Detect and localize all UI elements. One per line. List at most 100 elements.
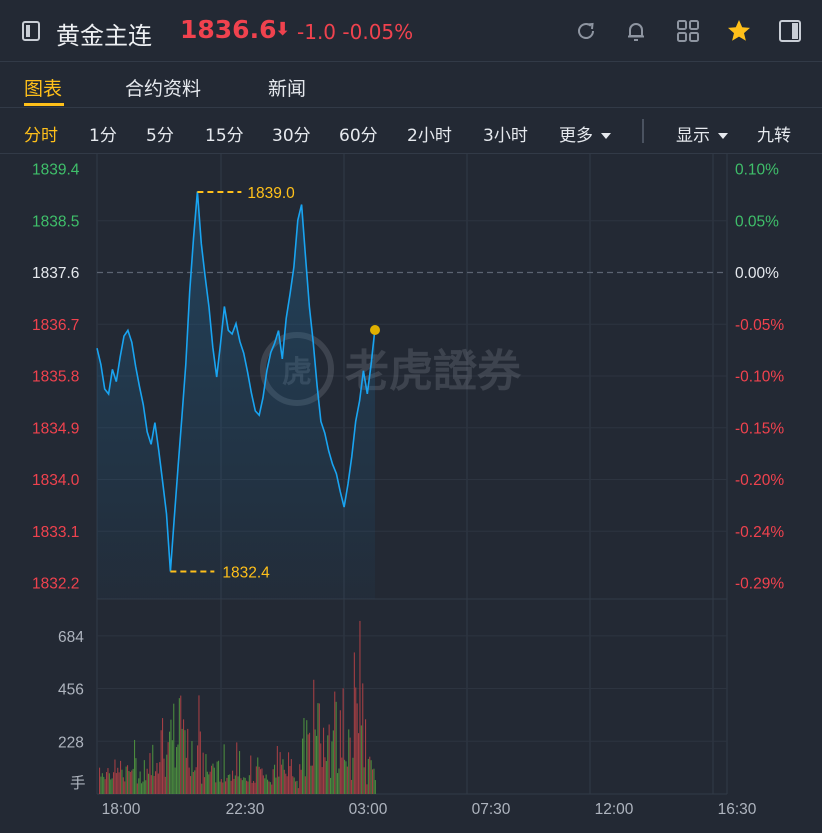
volume-bar	[169, 731, 171, 794]
last-price-dot	[370, 325, 380, 335]
volume-bar	[314, 729, 316, 794]
grid-icon[interactable]	[675, 18, 701, 44]
volume-bar	[146, 768, 148, 794]
volume-bar	[124, 781, 126, 794]
more-label: 更多	[559, 126, 593, 146]
tab-news[interactable]: 新闻	[268, 78, 307, 100]
volume-bar	[265, 774, 267, 794]
volume-bar	[286, 776, 288, 794]
price-change: -1.0 -0.05%	[297, 20, 413, 44]
tab-chart[interactable]: 图表	[24, 78, 63, 100]
volume-bar	[229, 774, 231, 794]
star-icon[interactable]	[726, 18, 752, 44]
volume-bar	[355, 687, 357, 794]
chevron-down-icon	[718, 133, 728, 139]
volume-bar	[283, 769, 285, 794]
volume-bar	[145, 780, 147, 794]
volume-bar	[118, 772, 120, 794]
volume-bar	[268, 781, 270, 794]
volume-bar	[306, 720, 308, 794]
period-1min[interactable]: 1分	[89, 126, 117, 146]
high-low-marks: 1839.0 1832.4	[170, 185, 295, 582]
volume-bar	[197, 745, 199, 794]
volume-bar	[107, 768, 109, 794]
volume-bar	[327, 735, 329, 794]
price-tick-label: 1839.4	[32, 162, 80, 179]
volume-bar	[219, 781, 221, 794]
volume-bar	[202, 752, 204, 794]
divider	[642, 119, 644, 143]
volume-bars	[99, 620, 376, 794]
period-30min[interactable]: 30分	[272, 126, 311, 146]
tab-contract-info[interactable]: 合约资料	[125, 78, 202, 100]
percent-tick-label: -0.15%	[735, 420, 784, 437]
volume-bar	[316, 735, 318, 794]
volume-bar	[246, 780, 248, 794]
refresh-icon[interactable]	[573, 18, 599, 44]
volume-bar	[218, 760, 220, 794]
volume-bar	[370, 760, 372, 794]
panel-toggle-icon[interactable]	[777, 18, 803, 44]
nine-turn-button[interactable]: 九转	[757, 126, 791, 146]
time-tick-label: 22:30	[226, 801, 265, 818]
volume-bar	[358, 733, 360, 794]
period-60min[interactable]: 60分	[339, 126, 378, 146]
volume-bar	[324, 757, 326, 794]
volume-bar	[365, 719, 367, 794]
percent-tick-label: -0.10%	[735, 369, 784, 386]
volume-bar	[337, 773, 339, 794]
volume-bar	[129, 771, 131, 794]
more-periods-dropdown[interactable]: 更多	[559, 121, 611, 146]
price-area-fill	[97, 191, 375, 599]
volume-bar	[204, 777, 206, 794]
period-15min[interactable]: 15分	[205, 126, 244, 146]
time-tick-label: 16:30	[718, 801, 757, 818]
volume-bar	[258, 766, 260, 794]
volume-bar	[134, 739, 136, 794]
volume-bar	[167, 742, 169, 794]
volume-bar	[362, 683, 364, 794]
volume-bar	[195, 767, 197, 794]
volume-bar	[156, 762, 158, 794]
volume-bar	[213, 767, 215, 794]
volume-bar	[163, 758, 165, 794]
volume-bar	[201, 783, 203, 794]
volume-bar	[253, 780, 255, 794]
volume-bar	[223, 744, 225, 794]
period-5min[interactable]: 5分	[146, 126, 174, 146]
volume-bar	[226, 777, 228, 794]
volume-bar	[264, 778, 266, 794]
volume-bar	[139, 771, 141, 794]
bell-icon[interactable]	[623, 18, 649, 44]
volume-bar	[136, 783, 138, 794]
volume-bar	[288, 752, 290, 794]
percent-tick-label: -0.05%	[735, 317, 784, 334]
volume-bar	[138, 778, 140, 794]
volume-bar	[181, 728, 183, 794]
sidebar-toggle-icon[interactable]	[22, 21, 40, 41]
volume-bar	[162, 718, 164, 794]
period-3hour[interactable]: 3小时	[483, 126, 528, 146]
volume-bar	[290, 759, 292, 794]
volume-bar	[211, 765, 213, 794]
volume-bar	[122, 777, 124, 794]
period-2hour[interactable]: 2小时	[407, 126, 452, 146]
volume-bar	[344, 759, 346, 794]
volume-bar	[297, 788, 299, 794]
volume-bar	[257, 757, 259, 794]
period-intraday[interactable]: 分时	[24, 126, 58, 146]
volume-bar	[187, 728, 189, 794]
volume-bar	[363, 767, 365, 794]
price-chart[interactable]: 虎 老虎證券 1839.40.10%1838.50.05%1837.60.00%…	[0, 154, 822, 833]
percent-tick-label: -0.24%	[735, 524, 784, 541]
high-label: 1839.0	[247, 185, 295, 202]
volume-bar	[176, 747, 178, 794]
volume-bar	[271, 784, 273, 794]
volume-bar	[303, 718, 305, 794]
display-dropdown[interactable]: 显示	[676, 121, 728, 146]
display-label: 显示	[676, 126, 710, 146]
volume-bar	[260, 769, 262, 794]
price-tick-label: 1838.5	[32, 213, 79, 230]
volume-bar	[177, 744, 179, 794]
volume-bar	[115, 773, 117, 794]
